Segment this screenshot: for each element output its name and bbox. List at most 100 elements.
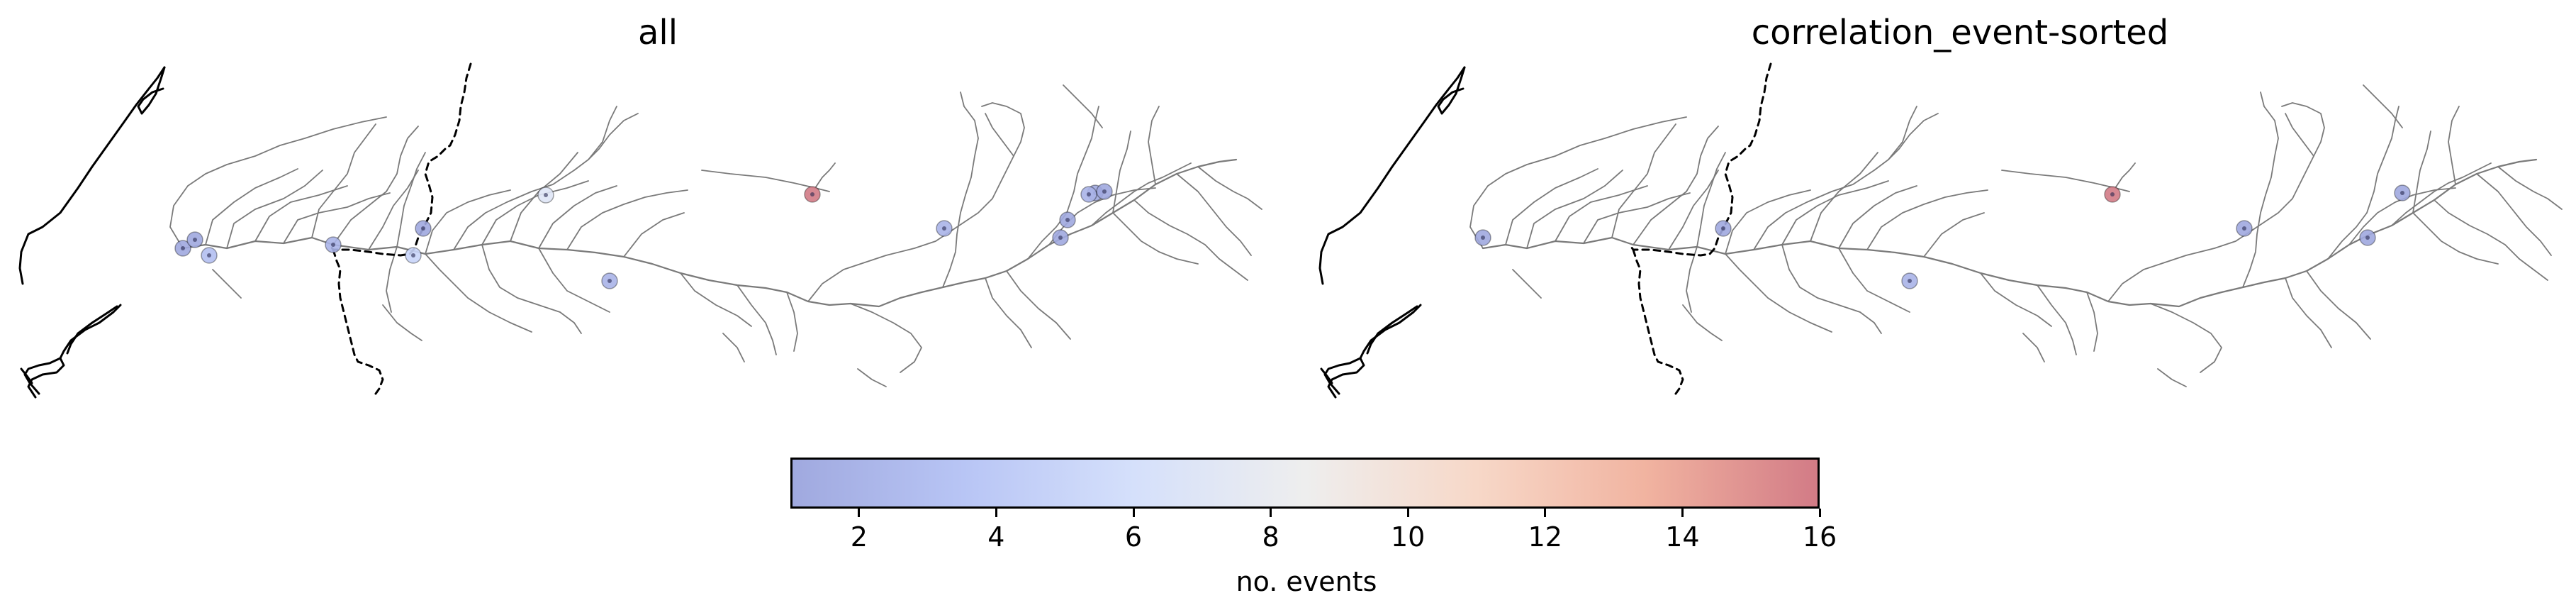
river-tributary <box>382 304 422 341</box>
colorbar-tick-label: 12 <box>1528 521 1562 553</box>
corr-station-center <box>2365 236 2370 240</box>
river-tributary <box>985 277 1032 348</box>
river-tributary <box>2412 212 2499 265</box>
river-tributary <box>807 102 1025 302</box>
country-border <box>328 62 472 257</box>
river-tributary <box>2497 166 2563 210</box>
river-tributary <box>1838 185 1917 249</box>
colorbar-tick-label: 8 <box>1262 521 1279 553</box>
river-tributary <box>1469 116 1687 249</box>
river-tributary <box>425 189 511 255</box>
river-tributary <box>1027 106 1099 260</box>
map-correlation <box>1318 62 2563 399</box>
river-tributary <box>1526 170 1623 249</box>
river-tributary <box>2348 187 2456 245</box>
river-tributary <box>2086 292 2098 352</box>
all-station-center <box>810 192 814 196</box>
river-tributary <box>2285 277 2332 348</box>
river-tributary <box>2476 173 2552 256</box>
coastline <box>1318 66 1466 285</box>
corr-station-center <box>2242 226 2246 231</box>
river-tributary <box>985 113 1014 157</box>
river-tributary <box>2242 92 2279 288</box>
river-tributary <box>2285 113 2314 157</box>
all-station-center <box>1087 192 1091 196</box>
colorbar-label: no. events <box>1236 566 1377 597</box>
colorbar-tick-label: 6 <box>1124 521 1143 553</box>
colorbar-tick-label: 4 <box>987 521 1005 553</box>
river-tributary <box>680 272 752 327</box>
corr-station-center <box>1481 236 1485 240</box>
all-station-center <box>207 253 211 257</box>
river-tributary <box>368 170 419 250</box>
river-tributary <box>283 192 391 244</box>
coastline <box>1323 304 1422 395</box>
river-tributary <box>1668 170 1719 250</box>
river-tributary <box>2363 84 2403 128</box>
river-tributary <box>814 162 836 189</box>
river-tributary <box>2434 199 2548 281</box>
colorbar-tick <box>1132 509 1135 517</box>
coastline <box>1320 367 1333 384</box>
river-tributary <box>226 170 323 249</box>
river-tributary <box>1725 253 1832 333</box>
colorbar-tick <box>1681 509 1684 517</box>
river-tributary <box>1555 185 1648 242</box>
river-tributary <box>1176 173 1252 256</box>
corr-station-center <box>1908 279 1912 283</box>
all-station-center <box>1058 236 1063 240</box>
river-tributary <box>722 333 745 362</box>
colorbar-tick <box>1270 509 1272 517</box>
river-main <box>181 158 1238 308</box>
river-tributary <box>1980 272 2052 327</box>
river-tributary <box>1112 212 1199 265</box>
river-tributary <box>1133 199 1248 281</box>
colorbar-tick-label: 16 <box>1802 521 1837 553</box>
all-station-center <box>1102 189 1107 194</box>
river-tributary <box>786 292 798 352</box>
river-tributary <box>481 180 589 245</box>
river-tributary <box>1048 187 1156 245</box>
all-station-center <box>544 193 548 197</box>
river-tributary <box>1781 244 1882 334</box>
river-tributary <box>1063 84 1103 128</box>
river-tributary <box>1006 270 1071 340</box>
coastline <box>1327 357 1365 399</box>
river-tributary <box>1583 192 1691 244</box>
river-tributary <box>1512 269 1542 299</box>
all-station-center <box>193 238 197 242</box>
river-tributary <box>2391 162 2492 226</box>
river-tributary <box>2448 106 2460 185</box>
all-station-center <box>942 226 946 231</box>
all-station-center <box>331 243 335 247</box>
coastline <box>27 357 65 399</box>
river-tributary <box>1810 152 1878 242</box>
colorbar-tick-label: 10 <box>1391 521 1426 553</box>
river-tributary <box>1888 113 1939 160</box>
coastline <box>23 304 122 395</box>
river-tributary <box>1725 189 1811 255</box>
colorbar: 2 4 6 8 10 12 14 16 <box>790 458 1837 553</box>
colorbar-tick <box>1406 509 1409 517</box>
river-tributary <box>1866 189 1988 250</box>
map-all <box>18 62 1262 399</box>
river-tributary <box>850 303 922 373</box>
river-tributary <box>1197 166 1262 210</box>
river-tributary <box>1686 246 1698 313</box>
river-tributary <box>1611 123 1676 238</box>
river-tributary <box>2022 333 2045 362</box>
river-tributary <box>566 189 688 250</box>
river-tributary <box>169 116 387 249</box>
panel-title-correlation: correlation_event-sorted <box>1751 13 2169 52</box>
river-tributary <box>396 152 426 248</box>
river-tributary <box>1838 248 1910 313</box>
river-tributary <box>1923 212 1985 257</box>
colorbar-gradient <box>790 458 1820 509</box>
river-tributary <box>2306 270 2371 340</box>
river-tributary <box>481 244 582 334</box>
colorbar-tick <box>1544 509 1547 517</box>
panel-title-all: all <box>637 13 678 52</box>
river-tributary <box>2115 162 2136 189</box>
river-tributary <box>588 113 639 160</box>
river-tributary <box>453 106 617 250</box>
